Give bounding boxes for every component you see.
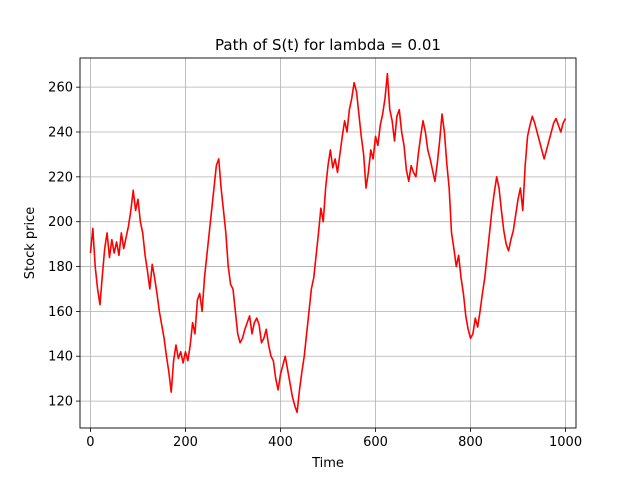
y-axis-title: Stock price [23, 207, 38, 279]
x-tick-label: 800 [458, 435, 483, 450]
y-tick-label: 260 [48, 81, 73, 96]
x-tick-label: 400 [268, 435, 293, 450]
y-tick-label: 220 [48, 170, 73, 185]
y-tick-label: 180 [48, 260, 73, 275]
y-tick-label: 160 [48, 305, 73, 320]
grid-lines [80, 58, 576, 428]
x-tick-label: 0 [86, 435, 94, 450]
x-tick-label: 600 [363, 435, 388, 450]
x-tick-label: 200 [173, 435, 198, 450]
x-axis-ticks: 0 200 400 600 800 1000 [86, 428, 582, 450]
x-axis-title: Time [311, 456, 344, 471]
series-layer [89, 72, 567, 414]
series-line [89, 72, 567, 414]
x-tick-label: 1000 [549, 435, 582, 450]
y-tick-label: 200 [48, 215, 73, 230]
y-tick-label: 240 [48, 126, 73, 141]
y-axis-ticks: 120 140 160 180 200 220 240 260 [48, 81, 80, 410]
chart-title: Path of S(t) for lambda = 0.01 [215, 36, 441, 54]
y-tick-label: 140 [48, 350, 73, 365]
plot-frame [79, 57, 577, 429]
y-tick-label: 120 [48, 395, 73, 410]
